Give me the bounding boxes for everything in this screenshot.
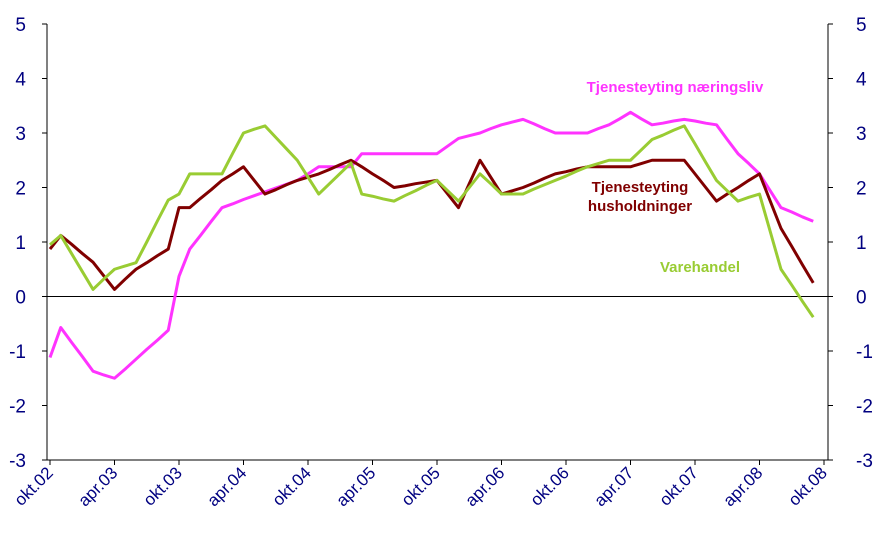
series-label: Tjenesteyting næringsliv [586, 79, 764, 96]
y2-tick-label: -2 [856, 397, 873, 418]
y-tick-label: 1 [15, 233, 26, 254]
y2-tick-label: 4 [856, 70, 867, 91]
x-tick-label: apr.07 [590, 463, 637, 510]
series-line [49, 124, 815, 319]
y-tick-label: 2 [15, 179, 26, 200]
x-tick-label: okt.04 [269, 463, 315, 509]
y-tick-label: -2 [9, 397, 26, 418]
x-tick-label: apr.04 [203, 463, 250, 510]
y-tick-label: -1 [9, 342, 26, 363]
y2-tick-label: 5 [856, 15, 867, 36]
x-tick-label: apr.03 [74, 463, 121, 510]
series-line [48, 110, 814, 380]
y2-tick-label: 1 [856, 233, 867, 254]
y-tick-label: 3 [15, 124, 26, 145]
y-tick-label: 4 [15, 70, 26, 91]
x-tick-label: okt.08 [785, 463, 831, 509]
y2-tick-label: 0 [856, 288, 867, 309]
y2-tick-label: 3 [856, 124, 867, 145]
x-tick-label: apr.08 [719, 463, 766, 510]
x-tick-label: okt.05 [398, 463, 444, 509]
y2-tick-label: -1 [856, 342, 873, 363]
x-tick-label: apr.05 [332, 463, 379, 510]
y2-tick-label: -3 [856, 451, 873, 472]
x-tick-label: okt.07 [656, 463, 702, 509]
y2-tick-label: 2 [856, 179, 867, 200]
series-label: Tjenesteyting husholdninger [587, 179, 693, 215]
series-label: Varehandel [659, 259, 741, 276]
x-tick-label: okt.06 [527, 463, 573, 509]
x-tick-label: okt.03 [140, 463, 186, 509]
x-tick-label: apr.06 [461, 463, 508, 510]
y-tick-label: -3 [9, 451, 26, 472]
y-tick-label: 0 [15, 288, 26, 309]
y-tick-label: 5 [15, 15, 26, 36]
